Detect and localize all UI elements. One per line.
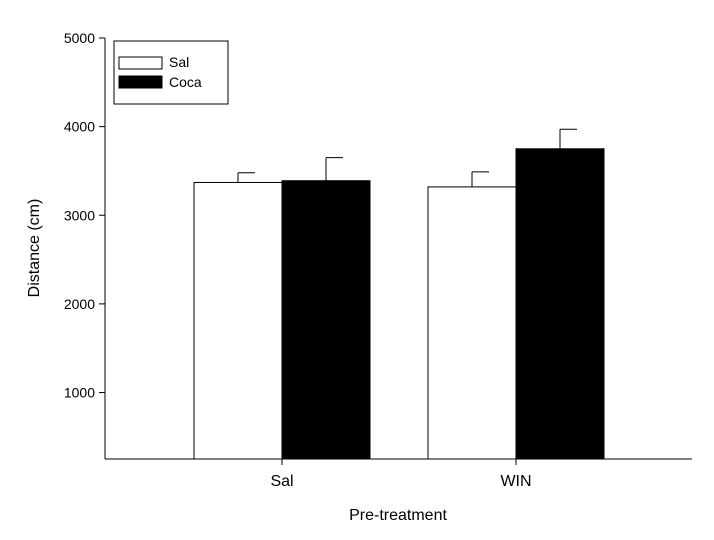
bar-sal-coca (281, 180, 371, 460)
y-tick-label-1000: 1000 (64, 385, 95, 401)
y-tick-label-2000: 2000 (64, 296, 95, 312)
x-tick-label-win: WIN (500, 473, 531, 490)
legend-swatch-coca (118, 75, 163, 89)
legend-box (113, 40, 229, 105)
legend: Sal Coca (113, 40, 229, 105)
bar-win-sal (427, 186, 517, 460)
y-axis-label: Distance (cm) (26, 199, 43, 298)
x-axis-label: Pre-treatment (349, 507, 447, 524)
legend-swatch-sal (118, 56, 163, 70)
legend-label-coca: Coca (169, 74, 202, 90)
axes-layer (104, 38, 692, 460)
error-bars-layer (237, 128, 577, 187)
y-tick-label-3000: 3000 (64, 207, 95, 223)
x-tick-label-sal: Sal (270, 473, 293, 490)
bar-win-coca (515, 148, 605, 460)
y-tick-label-4000: 4000 (64, 119, 95, 135)
bars-layer (193, 148, 605, 460)
y-tick-label-5000: 5000 (64, 30, 95, 46)
bar-sal-sal (193, 181, 283, 460)
legend-label-sal: Sal (169, 54, 189, 70)
x-ticks-layer: Sal WIN (270, 459, 532, 490)
y-ticks-layer: 1000 2000 3000 4000 5000 (64, 30, 105, 401)
